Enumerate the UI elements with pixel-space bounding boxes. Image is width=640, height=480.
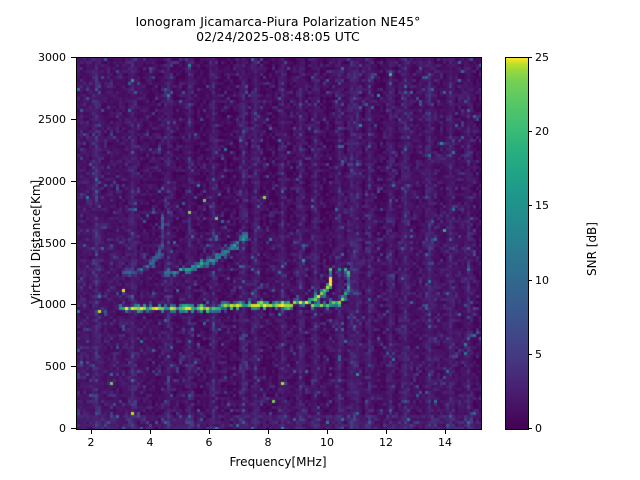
x-tick-label: 12 <box>379 436 393 449</box>
colorbar-tick-mark <box>528 205 532 206</box>
x-tick-mark <box>386 429 387 434</box>
y-axis-label: Virtual Distance[Km] <box>29 179 43 305</box>
y-tick-mark <box>71 366 76 367</box>
x-tick-mark <box>327 429 328 434</box>
colorbar-tick-mark <box>528 428 532 429</box>
chart-title-line2: 02/24/2025-08:48:05 UTC <box>196 29 360 44</box>
colorbar-tick-label: 25 <box>535 51 549 64</box>
colorbar-tick-label: 0 <box>535 422 542 435</box>
x-tick-label: 4 <box>146 436 154 449</box>
y-tick-label: 3000 <box>38 51 66 64</box>
colorbar-tick-mark <box>528 131 532 132</box>
x-axis-label: Frequency[MHz] <box>229 455 327 469</box>
x-tick-mark <box>209 429 210 434</box>
colorbar-label: SNR [dB] <box>585 222 599 276</box>
x-tick-mark <box>268 429 269 434</box>
ionogram-plot-area <box>76 57 482 430</box>
x-tick-mark <box>91 429 92 434</box>
colorbar-tick-label: 20 <box>535 125 549 138</box>
x-tick-mark <box>445 429 446 434</box>
y-tick-label: 2000 <box>38 175 66 188</box>
colorbar-tick-label: 5 <box>535 348 542 361</box>
chart-title-line1: Ionogram Jicamarca-Piura Polarization NE… <box>135 14 421 29</box>
y-tick-label: 500 <box>45 360 66 373</box>
y-tick-mark <box>71 304 76 305</box>
snr-colorbar <box>505 57 529 430</box>
x-tick-label: 8 <box>264 436 272 449</box>
chart-title: Ionogram Jicamarca-Piura Polarization NE… <box>0 14 556 44</box>
y-tick-label: 2500 <box>38 113 66 126</box>
colorbar-tick-label: 10 <box>535 274 549 287</box>
y-tick-mark <box>71 119 76 120</box>
colorbar-tick-mark <box>528 280 532 281</box>
y-tick-mark <box>71 243 76 244</box>
x-tick-label: 10 <box>320 436 334 449</box>
y-tick-mark <box>71 57 76 58</box>
x-tick-label: 6 <box>205 436 213 449</box>
y-tick-label: 1500 <box>38 237 66 250</box>
x-tick-mark <box>150 429 151 434</box>
y-tick-label: 1000 <box>38 298 66 311</box>
x-tick-label: 14 <box>438 436 452 449</box>
colorbar-tick-label: 15 <box>535 199 549 212</box>
ionogram-trace-layer <box>77 58 481 429</box>
y-tick-mark <box>71 428 76 429</box>
colorbar-tick-mark <box>528 354 532 355</box>
y-tick-label: 0 <box>59 422 66 435</box>
colorbar-tick-mark <box>528 57 532 58</box>
y-tick-mark <box>71 181 76 182</box>
x-tick-label: 2 <box>87 436 95 449</box>
